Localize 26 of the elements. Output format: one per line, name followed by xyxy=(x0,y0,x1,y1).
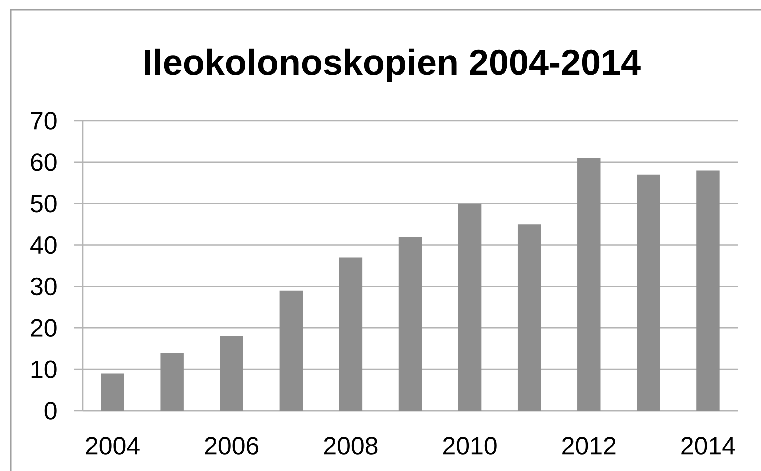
bar xyxy=(220,336,244,411)
x-tick-label: 2008 xyxy=(324,437,378,455)
bar xyxy=(160,352,184,411)
x-tick-label: 2014 xyxy=(682,437,736,455)
y-tick-label: 20 xyxy=(31,319,57,337)
y-tick-label: 10 xyxy=(32,360,57,378)
x-tick-label: 2006 xyxy=(205,437,259,455)
bar xyxy=(280,290,304,411)
y-tick-label: 30 xyxy=(30,278,57,296)
x-tick-label: 2004 xyxy=(86,437,140,455)
bar xyxy=(458,204,482,411)
chart-title: Ileokolonoskopien 2004-2014 xyxy=(145,48,641,82)
bar xyxy=(339,258,363,411)
y-tick-label: 40 xyxy=(30,236,57,254)
bar xyxy=(696,170,720,411)
bar xyxy=(398,236,422,411)
bar xyxy=(637,174,660,411)
x-tick-label: 2012 xyxy=(562,437,616,455)
y-tick-label: 70 xyxy=(31,112,57,130)
bar xyxy=(101,374,124,411)
y-tick-label: 50 xyxy=(31,195,57,213)
bar xyxy=(518,224,542,411)
y-tick-label: 60 xyxy=(31,154,57,172)
y-tick-label: 0 xyxy=(44,402,57,420)
bar xyxy=(578,158,601,411)
x-tick-label: 2010 xyxy=(443,437,497,455)
